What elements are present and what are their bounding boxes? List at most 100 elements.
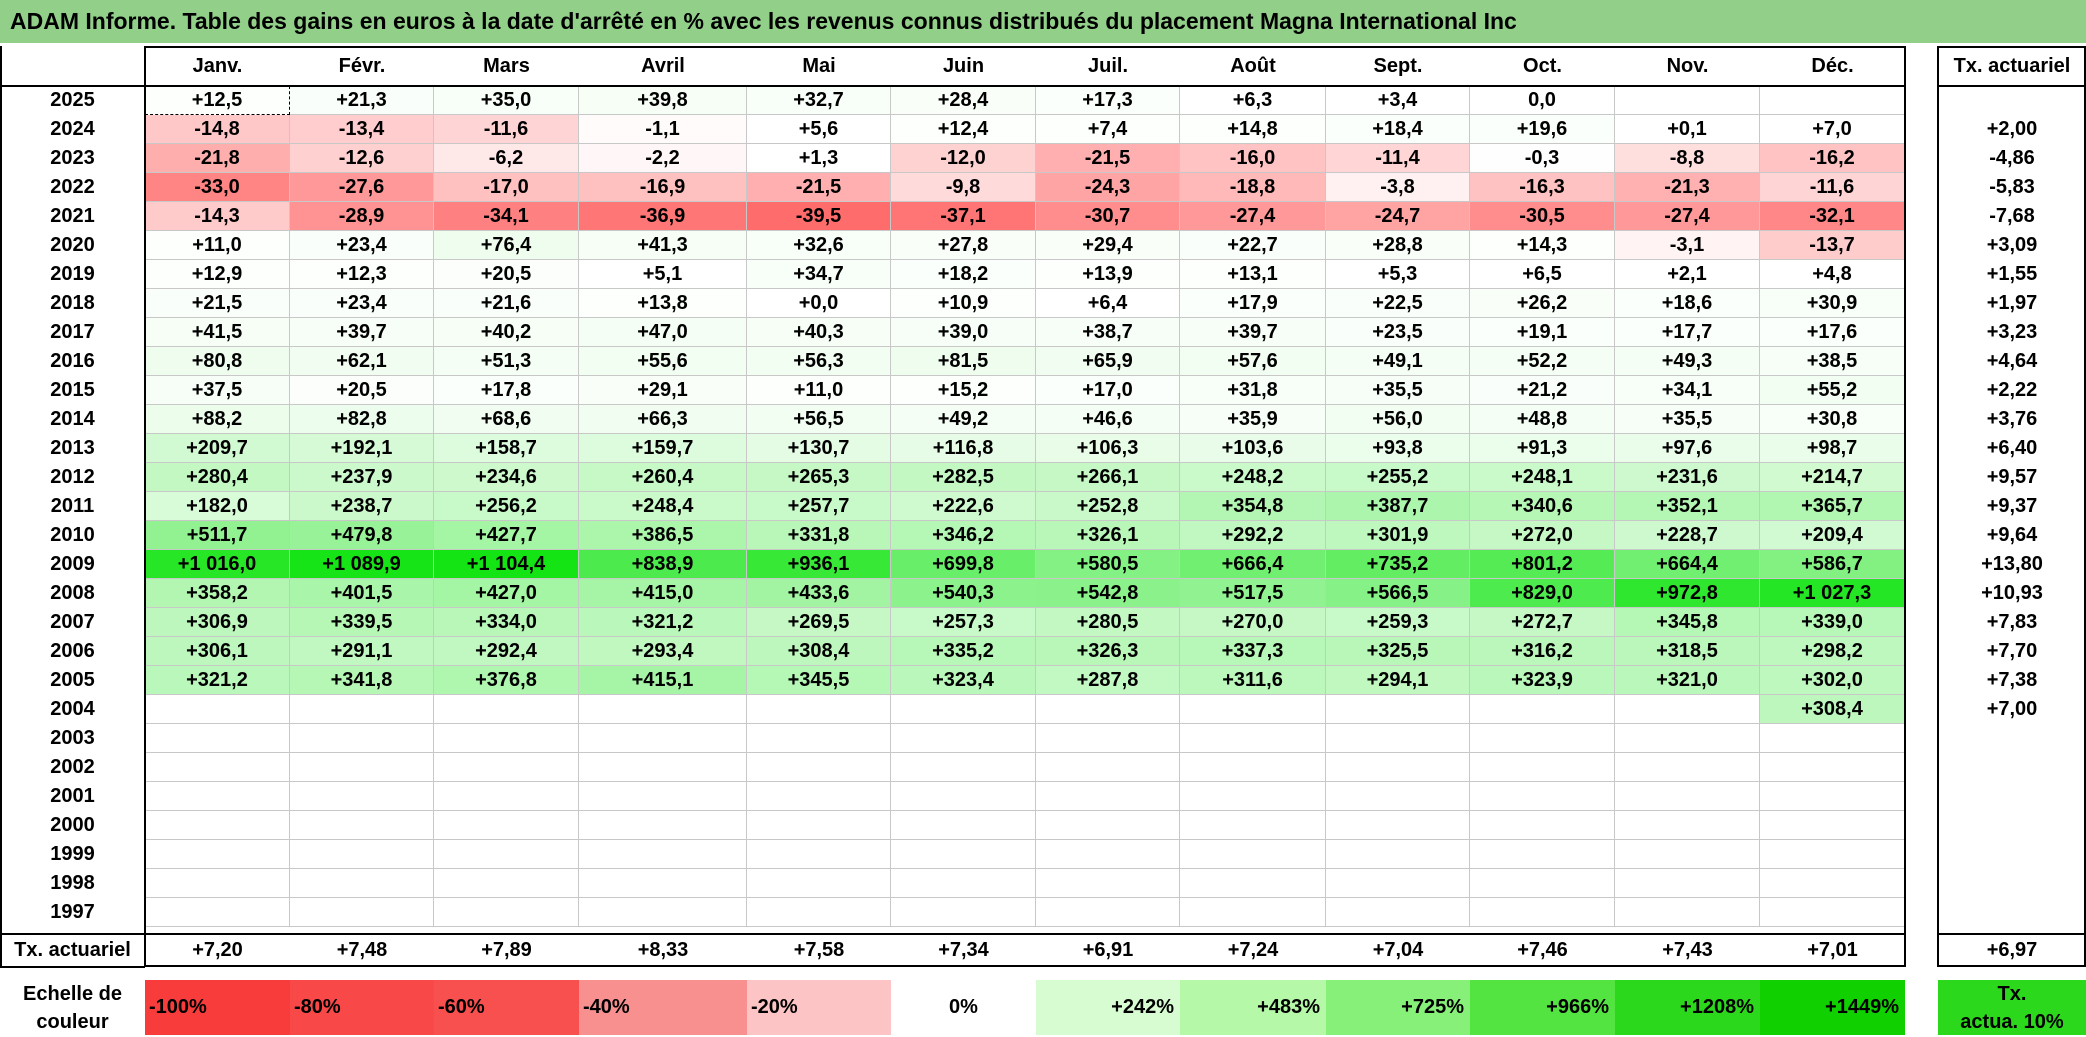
table-cell: +46,6: [1036, 405, 1180, 434]
rate-cell: [1938, 869, 2086, 898]
table-cell: [145, 840, 290, 869]
table-cell: +6,3: [1180, 86, 1326, 115]
table-cell: +294,1: [1326, 666, 1470, 695]
table-cell: +1 016,0: [145, 550, 290, 579]
year-label: 2018: [50, 292, 95, 314]
table-cell: +269,5: [747, 608, 891, 637]
table-cell: +292,4: [434, 637, 579, 666]
table-cell: +580,5: [1036, 550, 1180, 579]
table-cell: [290, 840, 434, 869]
table-cell: +936,1: [747, 550, 891, 579]
table-cell: +566,5: [1326, 579, 1470, 608]
table-cell: +386,5: [579, 521, 747, 550]
table-cell: -3,8: [1326, 173, 1470, 202]
table-cell: +11,0: [747, 376, 891, 405]
table-cell: +326,1: [1036, 521, 1180, 550]
rate-cell: [1938, 753, 2086, 782]
table-cell: +21,5: [145, 289, 290, 318]
table-cell: +27,8: [891, 231, 1036, 260]
table-cell: +387,7: [1326, 492, 1470, 521]
table-cell: +972,8: [1615, 579, 1760, 608]
year-label: 2012: [50, 466, 95, 488]
table-cell: [1760, 898, 1905, 927]
table-cell: +5,6: [747, 115, 891, 144]
table-cell: +427,7: [434, 521, 579, 550]
table-cell: +21,6: [434, 289, 579, 318]
table-cell: +65,9: [1036, 347, 1180, 376]
table-cell: -14,3: [145, 202, 290, 231]
table-cell: +12,4: [891, 115, 1036, 144]
legend-step: +725%: [1326, 980, 1470, 1035]
table-cell: -11,6: [434, 115, 579, 144]
table-cell: +49,1: [1326, 347, 1470, 376]
table-cell: +19,6: [1470, 115, 1615, 144]
table-cell: +829,0: [1470, 579, 1615, 608]
table-cell: -0,3: [1470, 144, 1615, 173]
legend-step: -40%: [579, 980, 747, 1035]
rate-cell: +9,57: [1986, 466, 2038, 488]
table-cell: [1180, 724, 1326, 753]
table-cell: +222,6: [891, 492, 1036, 521]
table-cell: +311,6: [1180, 666, 1326, 695]
table-cell: [579, 869, 747, 898]
month-header: Juin: [942, 55, 985, 77]
table-cell: +7,0: [1760, 115, 1905, 144]
table-cell: [1470, 695, 1615, 724]
table-cell: -27,4: [1615, 202, 1760, 231]
legend-step: +966%: [1470, 980, 1615, 1035]
table-cell: +0,1: [1615, 115, 1760, 144]
footer-rate-cell: +7,20: [192, 938, 243, 961]
table-cell: [1760, 86, 1905, 115]
table-cell: +13,9: [1036, 260, 1180, 289]
table-cell: [579, 724, 747, 753]
table-cell: +20,5: [434, 260, 579, 289]
year-label: 2003: [50, 727, 95, 749]
table-cell: +192,1: [290, 434, 434, 463]
table-cell: +2,1: [1615, 260, 1760, 289]
table-cell: +699,8: [891, 550, 1036, 579]
table-cell: +735,2: [1326, 550, 1470, 579]
table-cell: -24,3: [1036, 173, 1180, 202]
table-cell: [1470, 782, 1615, 811]
table-cell: +318,5: [1615, 637, 1760, 666]
table-cell: [579, 811, 747, 840]
table-cell: +259,3: [1326, 608, 1470, 637]
table-cell: [1036, 782, 1180, 811]
table-cell: +415,1: [579, 666, 747, 695]
table-cell: [1326, 724, 1470, 753]
rate-cell: [1938, 86, 2086, 115]
year-label: 2024: [50, 118, 95, 140]
table-cell: [145, 811, 290, 840]
table-cell: [1326, 811, 1470, 840]
table-cell: +35,0: [434, 86, 579, 115]
table-cell: +7,4: [1036, 115, 1180, 144]
year-label: 2005: [50, 669, 95, 691]
footer-rate-cell: +6,91: [1082, 938, 1134, 961]
table-cell: [1036, 724, 1180, 753]
table-cell: [1180, 811, 1326, 840]
year-label: 1997: [50, 901, 95, 923]
table-cell: +306,9: [145, 608, 290, 637]
table-cell: [290, 724, 434, 753]
table-cell: +68,6: [434, 405, 579, 434]
year-label: 1998: [50, 872, 95, 894]
rate-cell: +2,22: [1986, 379, 2038, 401]
table-cell: +106,3: [1036, 434, 1180, 463]
table-cell: +260,4: [579, 463, 747, 492]
table-cell: [434, 724, 579, 753]
table-cell: +352,1: [1615, 492, 1760, 521]
rate-cell: +6,40: [1986, 437, 2038, 459]
table-cell: +13,8: [579, 289, 747, 318]
table-cell: +40,2: [434, 318, 579, 347]
rate-cell: +3,76: [1986, 408, 2038, 430]
rate-cell: +9,37: [1986, 495, 2038, 517]
table-cell: +38,5: [1760, 347, 1905, 376]
table-cell: [1326, 869, 1470, 898]
table-cell: [434, 695, 579, 724]
table-cell: [1326, 695, 1470, 724]
table-cell: [1326, 898, 1470, 927]
year-label: 2016: [50, 350, 95, 372]
table-cell: +238,7: [290, 492, 434, 521]
table-cell: +19,1: [1470, 318, 1615, 347]
table-cell: +116,8: [891, 434, 1036, 463]
